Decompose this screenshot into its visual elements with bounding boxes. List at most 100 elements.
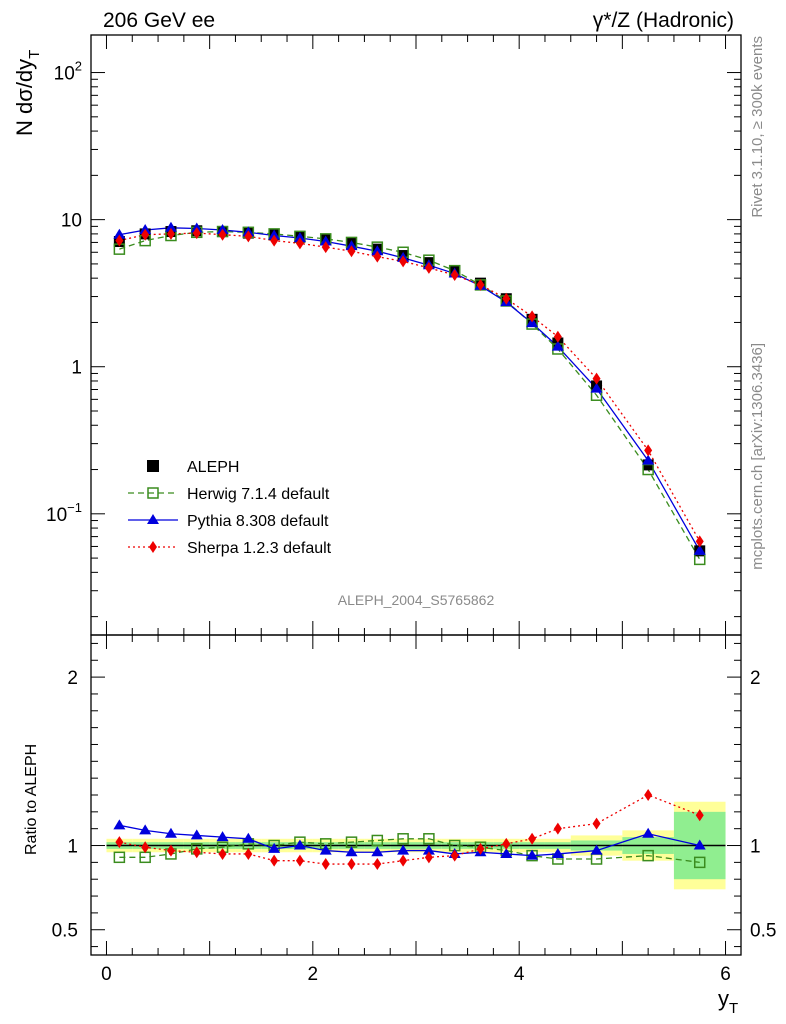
ratio-point-sherpa [644,789,653,801]
ratio-frame [90,634,742,956]
ratio-point-sherpa [399,854,408,867]
main-y-axis-label-text: N dσ/dy [12,59,37,136]
legend-marker-herwig [147,487,159,499]
legend-marker-aleph [147,460,159,472]
main-point-pythia [293,232,306,243]
ratio-point-pythia [113,819,126,830]
main-series-line-herwig [119,230,701,560]
main-panel: 10−1 1 10 102 [46,34,742,636]
svg-text:N dσ/dyT: N dσ/dyT [12,50,43,136]
ratio-y-tick-label: 1 [67,837,78,858]
ratio-point-sherpa [270,854,279,867]
legend-label-sherpa: Sherpa 1.2.3 default [187,540,332,557]
ratio-point-pythia [371,846,384,857]
x-axis-label: yT [718,986,738,1017]
ratio-series-line-sherpa [119,794,700,865]
ratio-point-herwig [693,856,706,869]
ratio-point-pythia [242,832,255,843]
header-right: γ*/Z (Hadronic) [593,9,734,32]
main-point-sherpa [502,292,511,305]
main-point-sherpa [373,250,382,263]
ratio-point-pythia [526,849,539,860]
ratio-point-sherpa [695,809,704,822]
ratio-point-sherpa [218,847,227,860]
legend: ALEPH Herwig 7.1.4 default Pythia 8.308 de… [128,459,332,557]
ratio-point-sherpa [321,858,330,871]
main-point-sherpa [218,228,227,241]
ratio-point-pythia [293,839,306,850]
ratio-point-sherpa [244,847,253,860]
ratio-point-pythia [397,844,410,855]
ratio-point-pythia [164,827,177,838]
ratio-point-herwig [371,834,384,847]
ratio-series-line-herwig [119,838,700,864]
ratio-point-sherpa [166,844,175,857]
ratio-point-herwig [397,833,409,845]
ratio-point-pythia [422,844,435,855]
main-point-sherpa [321,241,330,254]
ratio-point-sherpa [373,858,382,871]
ratio-point-pythia [190,829,203,840]
legend-marker-pythia [147,514,159,524]
ratio-point-pythia [345,846,358,857]
ratio-point-pythia [268,842,281,853]
ratio-y-tick-label-right: 1 [750,837,761,858]
ratio-point-sherpa [115,836,124,849]
ratio-y-axis-label: Ratio to ALEPH [23,744,40,855]
main-point-sherpa [166,227,175,240]
ratio-point-pythia [551,847,564,858]
legend-label-pythia: Pythia 8.308 default [187,513,329,530]
main-point-sherpa [528,310,537,323]
ratio-point-herwig [113,851,126,864]
main-point-sherpa [476,278,485,291]
legend-marker-sherpa [149,541,157,553]
main-point-sherpa [450,269,459,282]
main-point-pythia [164,221,177,232]
ratio-point-pythia [216,831,229,842]
main-point-pythia [371,245,384,256]
header-left: 206 GeV ee [103,9,215,32]
main-point-pythia [590,382,603,393]
mcplots-label: mcplots.cern.ch [arXiv:1306.3436] [749,343,766,570]
main-point-pythia [551,340,564,351]
ratio-point-pythia [693,839,706,850]
main-point-sherpa [295,237,304,250]
ratio-point-pythia [139,824,152,835]
x-tick-label: 4 [514,964,525,985]
x-axis-label-text: yT [718,986,738,1017]
main-y-tick-label: 1 [71,358,82,379]
main-point-pythia [319,235,332,246]
main-point-sherpa [192,227,201,240]
ratio-point-sherpa [528,832,537,845]
rivet-label: Rivet 3.1.10, ≥ 300k events [749,36,766,218]
ratio-point-sherpa [553,822,562,835]
main-y-tick-label: 10−1 [46,500,82,526]
legend-label-aleph: ALEPH [187,459,239,476]
ratio-point-sherpa [347,858,356,871]
ratio-point-sherpa [502,837,511,850]
x-tick-label: 2 [308,964,319,985]
main-point-pythia [345,240,358,251]
main-point-sherpa [270,234,279,247]
main-point-sherpa [399,255,408,268]
ratio-point-herwig [642,849,654,862]
ratio-point-sherpa [476,842,485,855]
ratio-point-sherpa [592,817,601,830]
legend-label-herwig: Herwig 7.1.4 default [187,486,330,503]
main-point-sherpa [553,330,562,343]
ratio-point-sherpa [450,849,459,862]
ratio-point-pythia [642,827,655,838]
main-point-sherpa [141,228,150,241]
ratio-y-tick-label: 2 [67,668,78,689]
main-y-axis-label-subscript: T [26,50,43,59]
main-point-sherpa [424,261,433,274]
main-point-sherpa [695,535,704,548]
main-point-sherpa [592,372,601,385]
main-point-sherpa [644,444,653,457]
watermark: ALEPH_2004_S5765862 [338,592,495,608]
x-tick-label: 6 [720,964,731,985]
main-y-tick-label: 10 [61,211,82,232]
ratio-panel: 0.5 0.5 1 1 2 2 0 2 4 6 [52,634,776,985]
ratio-y-tick-label-right: 0.5 [750,921,776,942]
